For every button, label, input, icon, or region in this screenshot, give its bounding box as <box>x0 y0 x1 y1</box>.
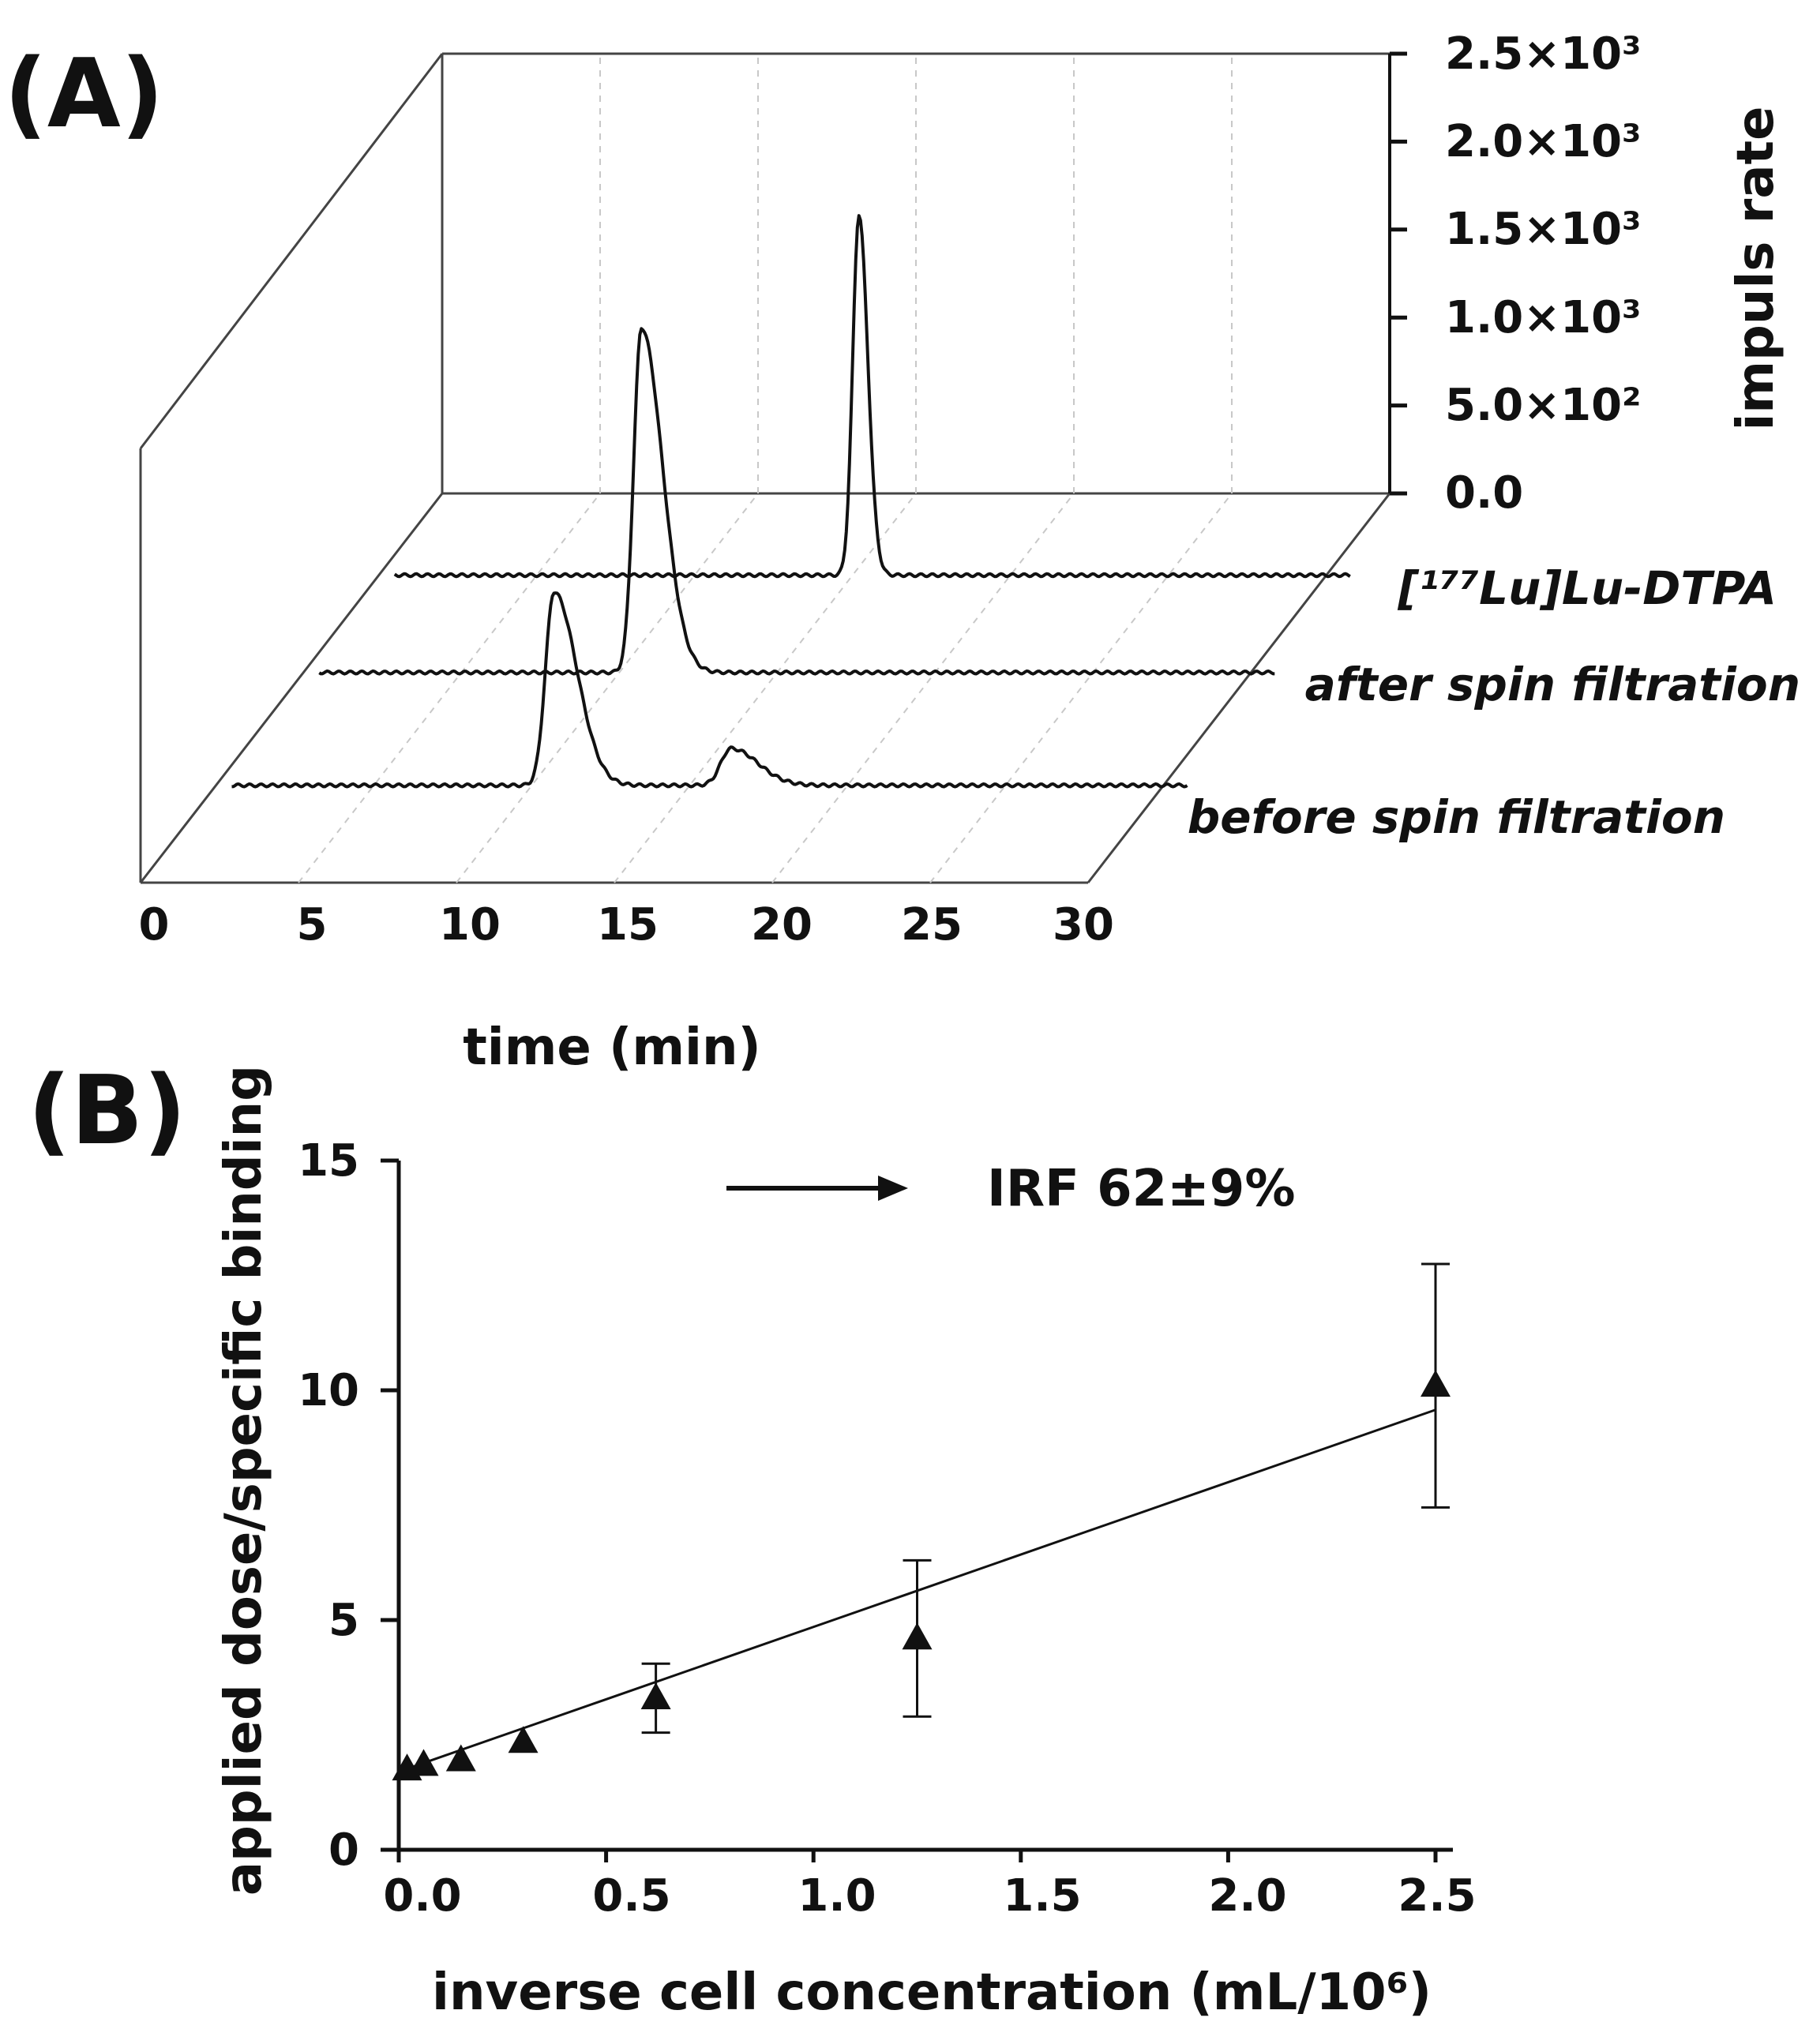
b-ytick-2: 10 <box>298 1365 359 1416</box>
series-label-before-spin-filtration: before spin filtration <box>1188 790 1725 844</box>
b-xtick-4: 2.0 <box>1208 1870 1286 1922</box>
a-xtick-3: 15 <box>597 899 659 951</box>
data-point-triangle <box>1421 1370 1451 1397</box>
data-point-triangle <box>445 1744 476 1772</box>
b-ytick-0: 0 <box>328 1825 359 1876</box>
panel-a-y-tick-labels: 0.0 5.0×10² 1.0×10³ 1.5×10³ 2.0×10³ 2.5×… <box>1445 28 1642 519</box>
data-points <box>392 1262 1451 1781</box>
panel-b-x-title: inverse cell concentration (mL/10⁶) <box>432 1963 1432 2022</box>
irf-annotation-text: IRF 62±9% <box>987 1160 1295 1218</box>
a-xtick-4: 20 <box>751 899 813 951</box>
b-xtick-3: 1.5 <box>1003 1870 1081 1922</box>
a-ytick-4: 2.0×10³ <box>1445 116 1642 167</box>
panel-b-y-tick-labels: 0 5 10 15 <box>298 1135 359 1876</box>
data-point-triangle <box>508 1726 539 1753</box>
trace-after-spin-filtration <box>318 327 1275 676</box>
panel-a-x-title: time (min) <box>463 1018 761 1077</box>
a-ytick-3: 1.5×10³ <box>1445 204 1642 255</box>
floor-gridline <box>929 493 1233 883</box>
data-point-triangle <box>640 1682 671 1709</box>
panel-b-y-title: applied dose/specific binding <box>215 1065 273 1896</box>
floor-gridline <box>771 493 1075 883</box>
floor-gridline <box>614 493 917 883</box>
a-ytick-2: 1.0×10³ <box>1445 292 1642 343</box>
data-point-triangle <box>408 1749 439 1776</box>
b-ytick-1: 5 <box>328 1595 359 1646</box>
trace-before-spin-filtration <box>231 591 1188 789</box>
panel-b-label: (B) <box>28 1056 186 1166</box>
floor-gridline <box>298 493 601 883</box>
panel-a-y-title: impuls rate <box>1727 106 1785 430</box>
panel-a-x-ticks: 0 5 10 15 20 25 30 <box>139 899 1114 951</box>
a-xtick-5: 25 <box>901 899 963 951</box>
panel-b-axes <box>381 1158 1453 1862</box>
a-xtick-0: 0 <box>139 899 170 951</box>
a-ytick-0: 0.0 <box>1445 467 1523 519</box>
series-label-lu-dtpa: [¹⁷⁷Lu]Lu-DTPA <box>1397 561 1777 615</box>
arrow-icon <box>878 1176 908 1201</box>
a-ytick-5: 2.5×10³ <box>1445 28 1642 80</box>
panel-a-gridlines <box>298 54 1233 883</box>
b-ytick-3: 15 <box>298 1135 359 1187</box>
a-xtick-1: 5 <box>297 899 328 951</box>
a-ytick-1: 5.0×10² <box>1445 380 1642 431</box>
floor-gridline <box>456 493 759 883</box>
data-point-triangle <box>902 1622 933 1650</box>
trace-lu-dtpa <box>393 214 1351 579</box>
panel-b-x-tick-labels: 0.0 0.5 1.0 1.5 2.0 2.5 <box>383 1870 1476 1922</box>
panel-a-frame <box>139 52 1391 884</box>
series-label-after-spin-filtration: after spin filtration <box>1305 658 1800 711</box>
b-xtick-0: 0.0 <box>383 1870 461 1922</box>
irf-annotation: IRF 62±9% <box>726 1160 1295 1218</box>
b-xtick-2: 1.0 <box>798 1870 876 1922</box>
b-xtick-5: 2.5 <box>1398 1870 1476 1922</box>
a-xtick-6: 30 <box>1053 899 1114 951</box>
b-xtick-1: 0.5 <box>592 1870 670 1922</box>
panel-a-y-axis <box>1388 51 1407 496</box>
panel-a-label: (A) <box>4 39 164 149</box>
a-xtick-2: 10 <box>439 899 501 951</box>
